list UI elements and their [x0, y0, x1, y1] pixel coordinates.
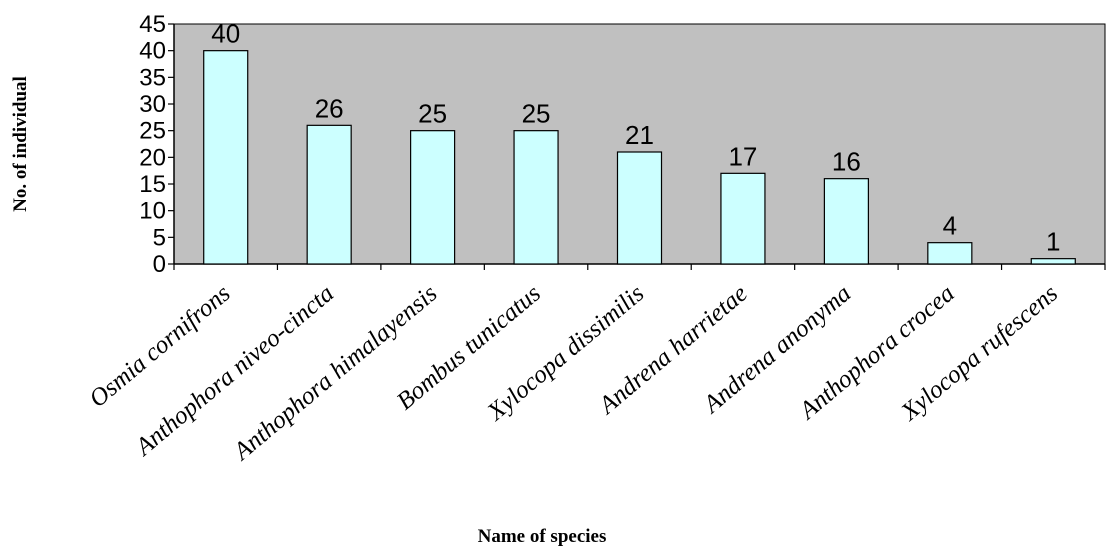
bar — [823, 178, 869, 265]
y-tick-label: 0 — [153, 251, 166, 278]
y-axis-title: No. of individual — [10, 76, 31, 212]
y-tick-label: 20 — [139, 144, 166, 171]
data-label: 25 — [522, 99, 551, 129]
y-tick-label: 25 — [139, 118, 166, 145]
y-tick-label: 45 — [139, 11, 166, 38]
bars — [203, 50, 1076, 265]
bar — [720, 172, 766, 265]
category-label: Anthophora himalayensis — [227, 280, 442, 467]
data-label: 16 — [832, 147, 861, 177]
bar — [306, 124, 352, 265]
data-label: 17 — [728, 141, 757, 171]
y-tick-label: 30 — [139, 91, 166, 118]
x-axis — [173, 263, 1106, 270]
data-label: 1 — [1046, 227, 1060, 257]
data-label: 25 — [418, 99, 447, 129]
y-tick-label: 40 — [139, 38, 166, 65]
data-label: 26 — [315, 93, 344, 123]
bar — [1030, 258, 1076, 265]
bar — [203, 50, 249, 265]
data-label: 21 — [625, 120, 654, 150]
category-label: Anthophora niveo-cincta — [129, 280, 339, 462]
bar — [410, 130, 456, 265]
x-axis-title: Name of species — [478, 526, 607, 547]
bar — [513, 130, 559, 265]
data-labels: 40 26 25 25 21 17 16 4 1 — [211, 19, 1060, 257]
bar — [927, 242, 973, 265]
y-tick-label: 35 — [139, 64, 166, 91]
y-tick-label: 10 — [139, 198, 166, 225]
y-tick-label: 5 — [153, 224, 166, 251]
data-label: 40 — [211, 19, 240, 49]
bar — [616, 151, 663, 265]
y-tick-label: 15 — [139, 171, 166, 198]
data-label: 4 — [943, 211, 957, 241]
